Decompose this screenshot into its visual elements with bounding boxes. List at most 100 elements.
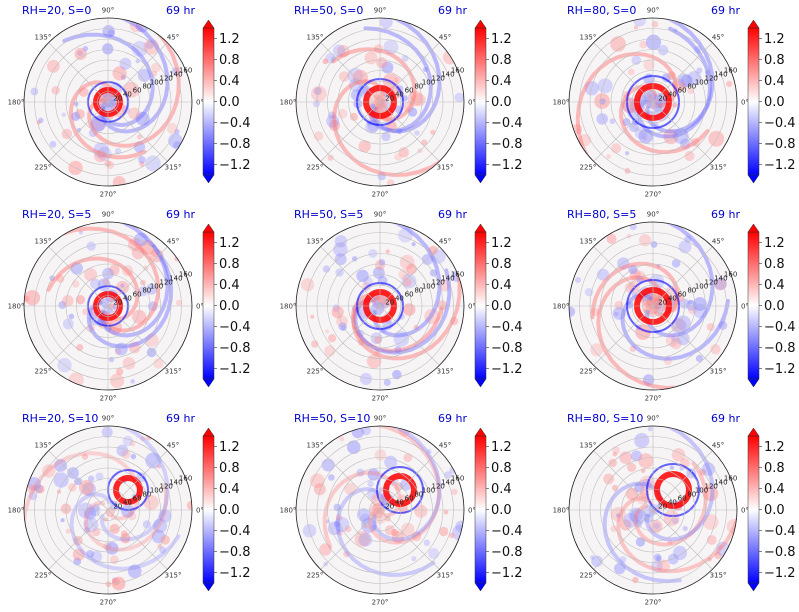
angular-gridline [320, 101, 381, 162]
angular-gridline [48, 305, 109, 366]
angle-tick-label: 180° [280, 99, 297, 107]
field-blob [336, 315, 348, 328]
field-blob [688, 299, 693, 305]
angle-tick-label: 135° [580, 237, 597, 245]
angle-tick-label: 315° [437, 572, 454, 580]
field-pattern [24, 426, 192, 591]
angle-tick-label: 135° [580, 441, 597, 449]
field-blob [633, 18, 647, 27]
field-blob [686, 299, 697, 311]
radial-tick-label: 80 [142, 490, 151, 498]
field-blob [56, 489, 62, 494]
colorbar-body [747, 27, 760, 176]
field-blob [361, 517, 377, 534]
angle-tick-label: 270° [100, 191, 117, 199]
field-blob [421, 253, 433, 265]
field-blob [94, 149, 107, 163]
field-blob [444, 471, 452, 479]
field-blob [591, 307, 601, 317]
field-blob [73, 557, 82, 566]
angle-tick-label: 270° [372, 395, 389, 403]
angle-tick-label: 315° [437, 368, 454, 376]
radial-tick-label: 140 [714, 274, 727, 282]
radial-tick-label: 20 [658, 502, 667, 510]
radial-tick-label: 100 [422, 78, 435, 86]
field-blob [331, 306, 344, 319]
field-blob [655, 100, 663, 109]
radial-tick-label: 120 [705, 74, 718, 82]
field-blob [385, 515, 391, 522]
colorbar-min-arrow [747, 378, 760, 388]
field-blob [620, 519, 632, 531]
field-blob [112, 66, 127, 81]
field-blob [430, 129, 436, 135]
radial-tick-label: 80 [142, 286, 151, 294]
field-blob [77, 50, 83, 57]
spiral-band [358, 426, 441, 545]
spiral-band [353, 268, 452, 355]
radial-tick-label: 60 [678, 494, 687, 502]
radial-tick-label: 40 [123, 498, 132, 506]
radial-tick-label: 120 [160, 278, 173, 286]
field-blob [127, 511, 137, 521]
field-blob [411, 531, 422, 542]
field-blob [112, 304, 118, 310]
colorbar: 1.2 0.8 0.4 0.0 −0.4 −0.8 −1.2 [474, 427, 523, 592]
colorbar-tick-label: −1.2 [764, 362, 796, 377]
spiral-band [332, 79, 456, 178]
field-blob [336, 528, 344, 536]
field-blob [358, 140, 371, 153]
field-blob [74, 47, 87, 60]
field-blob [596, 113, 608, 125]
colorbar-tick-label: −1.2 [491, 158, 523, 173]
radial-tick-label: 40 [123, 294, 132, 302]
field-blob [338, 71, 350, 82]
field-blob [74, 109, 85, 119]
colorbar: 1.2 0.8 0.4 0.0 −0.4 −0.8 −1.2 [747, 427, 796, 592]
field-blob [82, 482, 97, 497]
colorbar-tick-label: −0.4 [491, 116, 523, 131]
field-blob [396, 128, 403, 135]
colorbar-tick-label: 0.4 [764, 278, 785, 293]
colorbar-max-arrow [747, 223, 760, 233]
field-blob [334, 516, 350, 533]
colorbar-tick-label: −0.8 [219, 137, 251, 152]
field-blob [127, 564, 142, 579]
angle-tick-label: 90° [374, 7, 386, 15]
colorbar: 1.2 0.8 0.4 0.0 −0.4 −0.8 −1.2 [202, 427, 251, 592]
radial-tick-label: 20 [113, 94, 122, 102]
field-blob [164, 277, 170, 283]
field-blob [645, 34, 662, 50]
field-blob [122, 265, 134, 277]
polar-frame [568, 425, 738, 595]
field-blob [363, 276, 373, 287]
field-blob [370, 332, 383, 345]
radial-tick-label: 100 [150, 282, 163, 290]
field-blob [146, 347, 157, 358]
field-blob [449, 532, 455, 539]
angular-gridline [107, 246, 168, 307]
angle-tick-label: 315° [437, 164, 454, 172]
field-blob [710, 344, 721, 355]
polar-plot: 0°45°90°135°180°225°270°315°204060801001… [8, 7, 251, 199]
field-blob [344, 482, 357, 495]
field-blob [672, 517, 679, 525]
field-blob [373, 44, 384, 54]
field-blob [102, 91, 118, 108]
colorbar-tick-label: −0.4 [764, 116, 796, 131]
field-blob [27, 484, 37, 494]
panel-time-label: 69 hr [438, 4, 467, 17]
field-blob [632, 576, 639, 584]
field-blob [78, 480, 94, 496]
field-blob [612, 446, 620, 455]
colorbar-min-arrow [474, 582, 487, 592]
colorbar-min-arrow [747, 582, 760, 592]
colorbar-tick-label: −0.4 [219, 320, 251, 335]
field-blob [384, 525, 396, 536]
angle-tick-label: 135° [35, 237, 52, 245]
field-blob [634, 271, 646, 283]
colorbar-max-arrow [202, 427, 215, 437]
field-blob [151, 249, 160, 257]
colorbar-min-arrow [474, 378, 487, 388]
colorbar-tick-label: 1.2 [491, 32, 512, 47]
